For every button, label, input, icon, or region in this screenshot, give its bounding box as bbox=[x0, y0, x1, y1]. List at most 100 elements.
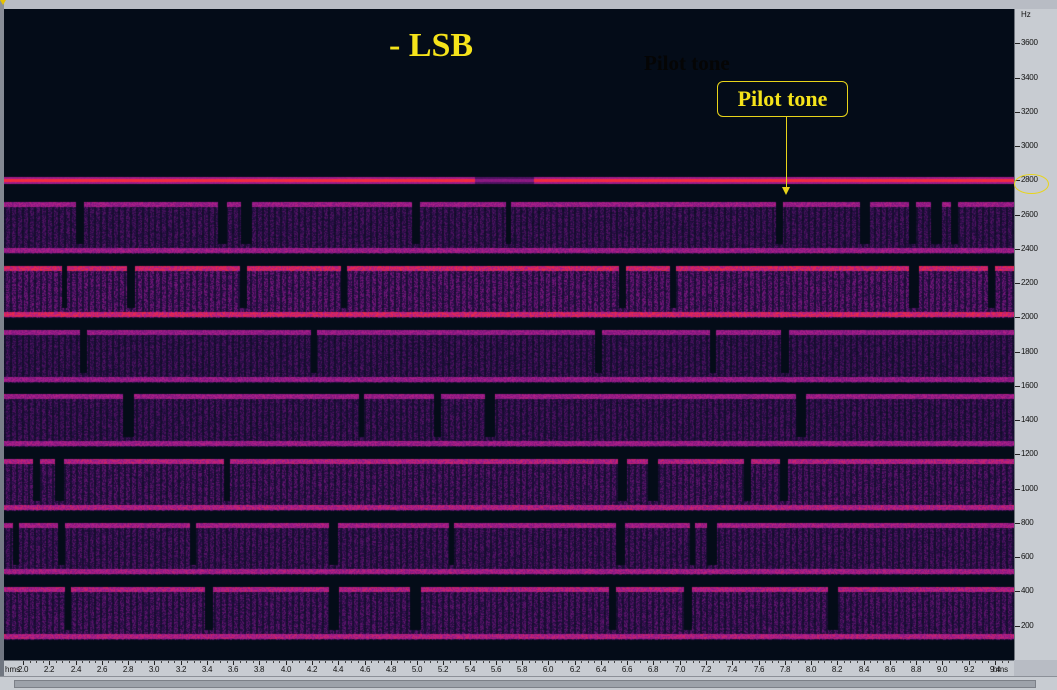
x-tick-mark bbox=[233, 661, 234, 665]
x-minor-tick-mark bbox=[772, 661, 773, 663]
x-tick: 4.4 bbox=[333, 661, 343, 677]
x-minor-tick-mark bbox=[634, 661, 635, 663]
y-tick-mark bbox=[1015, 215, 1020, 216]
x-minor-tick bbox=[194, 661, 195, 677]
time-unit-label-left: hms bbox=[5, 665, 21, 674]
y-tick-label: 1000 bbox=[1021, 484, 1038, 493]
x-tick-label: 9.0 bbox=[936, 665, 948, 674]
callout-arrow-head-icon bbox=[782, 187, 790, 195]
x-minor-tick bbox=[975, 661, 976, 677]
x-minor-tick bbox=[988, 661, 989, 677]
x-tick-mark bbox=[154, 661, 155, 665]
x-minor-tick-mark bbox=[719, 661, 720, 663]
x-tick: 3.6 bbox=[228, 661, 238, 677]
x-tick-label: 5.2 bbox=[437, 665, 449, 674]
horizontal-scrollbar[interactable] bbox=[0, 676, 1057, 690]
x-minor-tick bbox=[456, 661, 457, 677]
x-minor-tick-mark bbox=[562, 661, 563, 663]
y-tick-label: 400 bbox=[1021, 586, 1034, 595]
x-tick-label: 6.0 bbox=[542, 665, 554, 674]
frequency-axis[interactable]: Hz 3600 3400 3200 3000 2800 2600 2400 2200 2000 1… bbox=[1014, 9, 1057, 660]
x-minor-tick bbox=[660, 661, 661, 677]
x-minor-tick bbox=[62, 661, 63, 677]
x-minor-tick-mark bbox=[752, 661, 753, 663]
x-tick-label: 8.8 bbox=[910, 665, 922, 674]
y-tick-mark bbox=[1015, 489, 1020, 490]
x-minor-tick-mark bbox=[529, 661, 530, 663]
time-axis[interactable]: hms hms 2.0 2.2 2.4 2.6 2.8 3.0 3.2 3.4 3.6 3.8 4.… bbox=[4, 660, 1014, 677]
x-minor-tick-mark bbox=[614, 661, 615, 663]
x-minor-tick-mark bbox=[877, 661, 878, 663]
x-minor-tick bbox=[509, 661, 510, 677]
x-minor-tick bbox=[30, 661, 31, 677]
x-tick-label: 8.0 bbox=[805, 665, 817, 674]
x-minor-tick bbox=[187, 661, 188, 677]
x-minor-tick bbox=[246, 661, 247, 677]
y-tick: 600 bbox=[1015, 552, 1057, 561]
x-tick-label: 2.0 bbox=[17, 665, 29, 674]
x-minor-tick-mark bbox=[299, 661, 300, 663]
x-tick: 9.2 bbox=[964, 661, 974, 677]
scrollbar-track[interactable] bbox=[14, 680, 1036, 688]
x-tick-mark bbox=[259, 661, 260, 665]
y-tick-label: 3400 bbox=[1021, 73, 1038, 82]
x-minor-tick-mark bbox=[384, 661, 385, 663]
x-minor-tick-mark bbox=[640, 661, 641, 663]
y-tick-label: 2200 bbox=[1021, 278, 1038, 287]
x-tick-mark bbox=[286, 661, 287, 665]
x-minor-tick bbox=[483, 661, 484, 677]
callout-arrow-line bbox=[786, 117, 787, 189]
y-tick-mark bbox=[1015, 626, 1020, 627]
x-minor-tick-mark bbox=[89, 661, 90, 663]
x-tick: 8.6 bbox=[885, 661, 895, 677]
x-minor-tick bbox=[397, 661, 398, 677]
x-minor-tick-mark bbox=[673, 661, 674, 663]
x-tick-mark bbox=[417, 661, 418, 665]
x-minor-tick bbox=[805, 661, 806, 677]
x-minor-tick bbox=[686, 661, 687, 677]
x-minor-tick-mark bbox=[621, 661, 622, 663]
x-minor-tick bbox=[752, 661, 753, 677]
x-minor-tick-mark bbox=[253, 661, 254, 663]
x-tick: 9.0 bbox=[937, 661, 947, 677]
x-minor-tick bbox=[115, 661, 116, 677]
x-tick-mark bbox=[601, 661, 602, 665]
x-minor-tick bbox=[410, 661, 411, 677]
x-tick-mark bbox=[759, 661, 760, 665]
x-minor-tick-mark bbox=[424, 661, 425, 663]
x-minor-tick-mark bbox=[1002, 661, 1003, 663]
x-minor-tick-mark bbox=[240, 661, 241, 663]
x-tick-label: 3.8 bbox=[253, 665, 265, 674]
x-minor-tick-mark bbox=[726, 661, 727, 663]
x-minor-tick-mark bbox=[351, 661, 352, 663]
x-tick: 6.0 bbox=[543, 661, 553, 677]
x-minor-tick bbox=[699, 661, 700, 677]
x-minor-tick bbox=[621, 661, 622, 677]
time-unit-label-right: hms bbox=[993, 665, 1009, 674]
y-tick-mark bbox=[1015, 317, 1020, 318]
x-tick-mark bbox=[627, 661, 628, 665]
x-minor-tick-mark bbox=[555, 661, 556, 663]
x-minor-tick-mark bbox=[686, 661, 687, 663]
x-tick-mark bbox=[548, 661, 549, 665]
x-tick-mark bbox=[916, 661, 917, 665]
x-minor-tick-mark bbox=[410, 661, 411, 663]
x-tick-label: 5.8 bbox=[516, 665, 528, 674]
x-minor-tick-mark bbox=[588, 661, 589, 663]
x-minor-tick-mark bbox=[778, 661, 779, 663]
y-tick-mark bbox=[1015, 557, 1020, 558]
y-tick-label: 1800 bbox=[1021, 347, 1038, 356]
x-minor-tick bbox=[82, 661, 83, 677]
x-minor-tick-mark bbox=[266, 661, 267, 663]
x-tick-mark bbox=[969, 661, 970, 665]
x-minor-tick-mark bbox=[896, 661, 897, 663]
x-minor-tick bbox=[850, 661, 851, 677]
x-minor-tick-mark bbox=[509, 661, 510, 663]
x-minor-tick-mark bbox=[305, 661, 306, 663]
x-minor-tick bbox=[713, 661, 714, 677]
x-minor-tick-mark bbox=[502, 661, 503, 663]
x-minor-tick bbox=[634, 661, 635, 677]
y-tick-mark bbox=[1015, 454, 1020, 455]
x-minor-tick bbox=[227, 661, 228, 677]
x-minor-tick bbox=[404, 661, 405, 677]
